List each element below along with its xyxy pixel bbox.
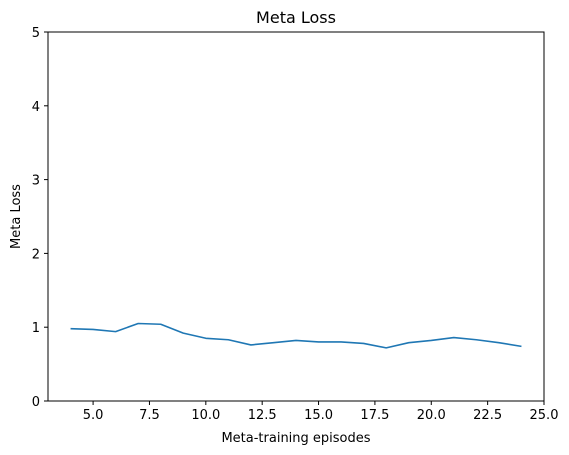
y-tick-label: 5	[32, 26, 40, 41]
chart-title: Meta Loss	[256, 8, 336, 27]
x-tick-label: 20.0	[417, 408, 446, 423]
plot-area	[70, 322, 522, 349]
plot-frame	[47, 31, 545, 402]
y-tick-label: 2	[32, 247, 40, 262]
series-line	[70, 322, 522, 349]
y-axis-ticks: 0 1 2 3 4 5	[32, 26, 48, 410]
y-tick-label: 4	[32, 100, 40, 115]
y-tick-label: 0	[32, 395, 40, 410]
y-tick-label: 3	[32, 174, 40, 189]
x-tick-label: 22.5	[473, 408, 502, 423]
y-tick-label: 1	[32, 321, 40, 336]
x-axis-ticks: 5.0 7.5 10.0 12.5 15.0 17.5 20.0 22.5 25.0	[83, 401, 559, 423]
y-axis-label: Meta Loss	[9, 184, 24, 249]
x-tick-label: 12.5	[248, 408, 277, 423]
x-tick-label: 5.0	[83, 408, 104, 423]
x-tick-label: 10.0	[191, 408, 220, 423]
x-axis-label: Meta-training episodes	[221, 431, 370, 446]
x-tick-label: 25.0	[530, 408, 559, 423]
x-tick-label: 15.0	[304, 408, 333, 423]
x-tick-label: 7.5	[139, 408, 160, 423]
x-tick-label: 17.5	[360, 408, 389, 423]
